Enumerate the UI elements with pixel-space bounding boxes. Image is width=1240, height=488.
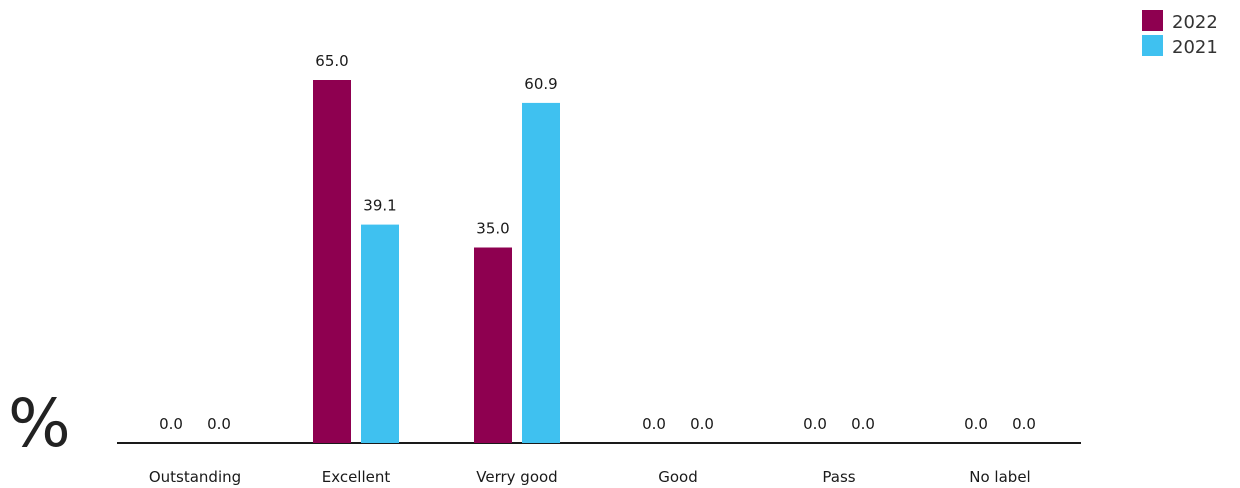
value-label-good-2022: 0.0 xyxy=(642,415,666,433)
value-label-excellent-2022: 65.0 xyxy=(315,52,348,70)
value-label-no-label-2021: 0.0 xyxy=(1012,415,1036,433)
value-label-outstanding-2021: 0.0 xyxy=(207,415,231,433)
bars-group xyxy=(313,80,560,444)
bar-excellent-2021 xyxy=(361,224,399,443)
legend: 2022 2021 xyxy=(1142,10,1218,58)
x-tick-labels-group: Outstanding Excellent Verry good Good Pass No… xyxy=(149,468,1031,486)
y-axis-label: % xyxy=(8,385,71,462)
legend-label-2022: 2022 xyxy=(1172,12,1218,33)
value-label-no-label-2022: 0.0 xyxy=(964,415,988,433)
value-label-good-2021: 0.0 xyxy=(690,415,714,433)
x-tick-label-good: Good xyxy=(658,468,698,486)
x-tick-label-outstanding: Outstanding xyxy=(149,468,241,486)
value-label-verry-good-2022: 35.0 xyxy=(476,220,509,238)
x-tick-label-no-label: No label xyxy=(969,468,1030,486)
bar-excellent-2022 xyxy=(313,80,351,443)
value-label-verry-good-2021: 60.9 xyxy=(524,75,557,93)
bar-verry-good-2022 xyxy=(474,247,512,443)
x-tick-label-excellent: Excellent xyxy=(322,468,391,486)
legend-swatch-2022 xyxy=(1142,10,1163,31)
x-tick-label-pass: Pass xyxy=(822,468,855,486)
x-tick-label-verry-good: Verry good xyxy=(476,468,557,486)
value-labels-group: 0.0 0.0 65.0 39.1 35.0 60.9 0.0 0.0 0.0 0.0 0.0 0.0 xyxy=(159,52,1036,433)
value-label-pass-2022: 0.0 xyxy=(803,415,827,433)
value-label-pass-2021: 0.0 xyxy=(851,415,875,433)
legend-label-2021: 2021 xyxy=(1172,37,1218,58)
bar-verry-good-2021 xyxy=(522,102,560,444)
value-label-excellent-2021: 39.1 xyxy=(363,197,396,215)
legend-swatch-2021 xyxy=(1142,35,1163,56)
value-label-outstanding-2022: 0.0 xyxy=(159,415,183,433)
